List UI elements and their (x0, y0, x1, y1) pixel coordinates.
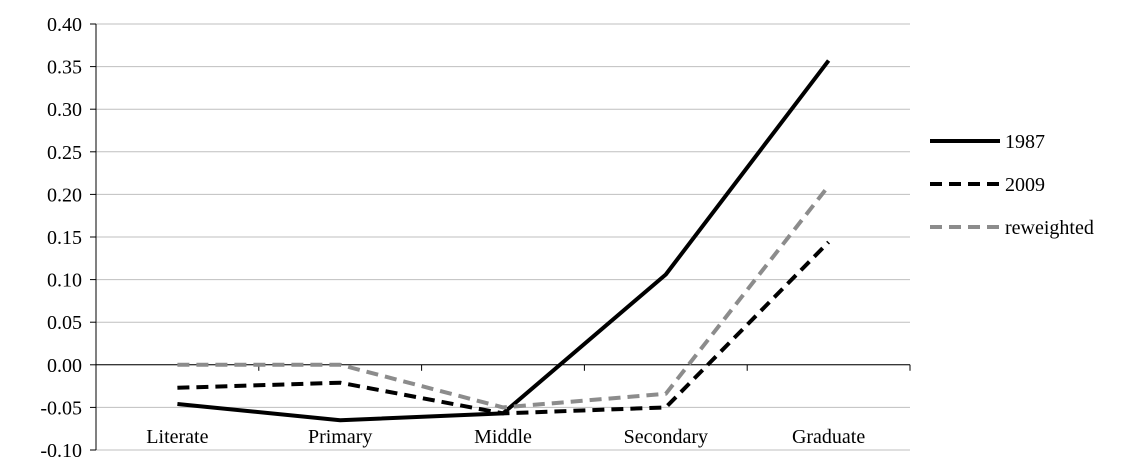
y-tick-label-8: 0.30 (47, 99, 82, 121)
y-tick-label-5: 0.15 (47, 227, 82, 249)
y-tick-labels: -0.10 -0.05 0.00 0.05 0.10 0.15 0.20 0.25 0.30 0.… (40, 14, 82, 459)
series-lines (177, 59, 831, 423)
x-tick-label-graduate: Graduate (792, 426, 865, 448)
legend-label-2009: 2009 (1005, 174, 1045, 196)
x-tick-label-literate: Literate (146, 426, 208, 448)
y-tick-label-3: 0.05 (47, 312, 82, 334)
y-tick-label-4: 0.10 (47, 270, 82, 292)
y-tick-label-2: 0.00 (47, 355, 82, 377)
x-tick-labels: Literate Primary Middle Secondary Graduate (146, 426, 865, 448)
y-tick-label-1: -0.05 (40, 397, 82, 419)
legend-label-1987: 1987 (1005, 131, 1045, 153)
y-tick-label-6: 0.20 (47, 184, 82, 206)
x-tick-label-middle: Middle (474, 426, 532, 448)
series-line-reweighted (177, 184, 831, 410)
axes (90, 23, 911, 451)
y-tick-label-10: 0.40 (47, 14, 82, 36)
legend: 1987 2009 reweighted (930, 131, 1094, 239)
y-tick-label-0: -0.10 (40, 440, 82, 459)
series-line-2009 (177, 240, 831, 416)
legend-label-reweighted: reweighted (1005, 217, 1094, 239)
y-tick-label-7: 0.25 (47, 142, 82, 164)
y-tick-label-9: 0.35 (47, 57, 82, 79)
x-tick-label-primary: Primary (308, 426, 372, 448)
x-tick-label-secondary: Secondary (624, 426, 708, 448)
